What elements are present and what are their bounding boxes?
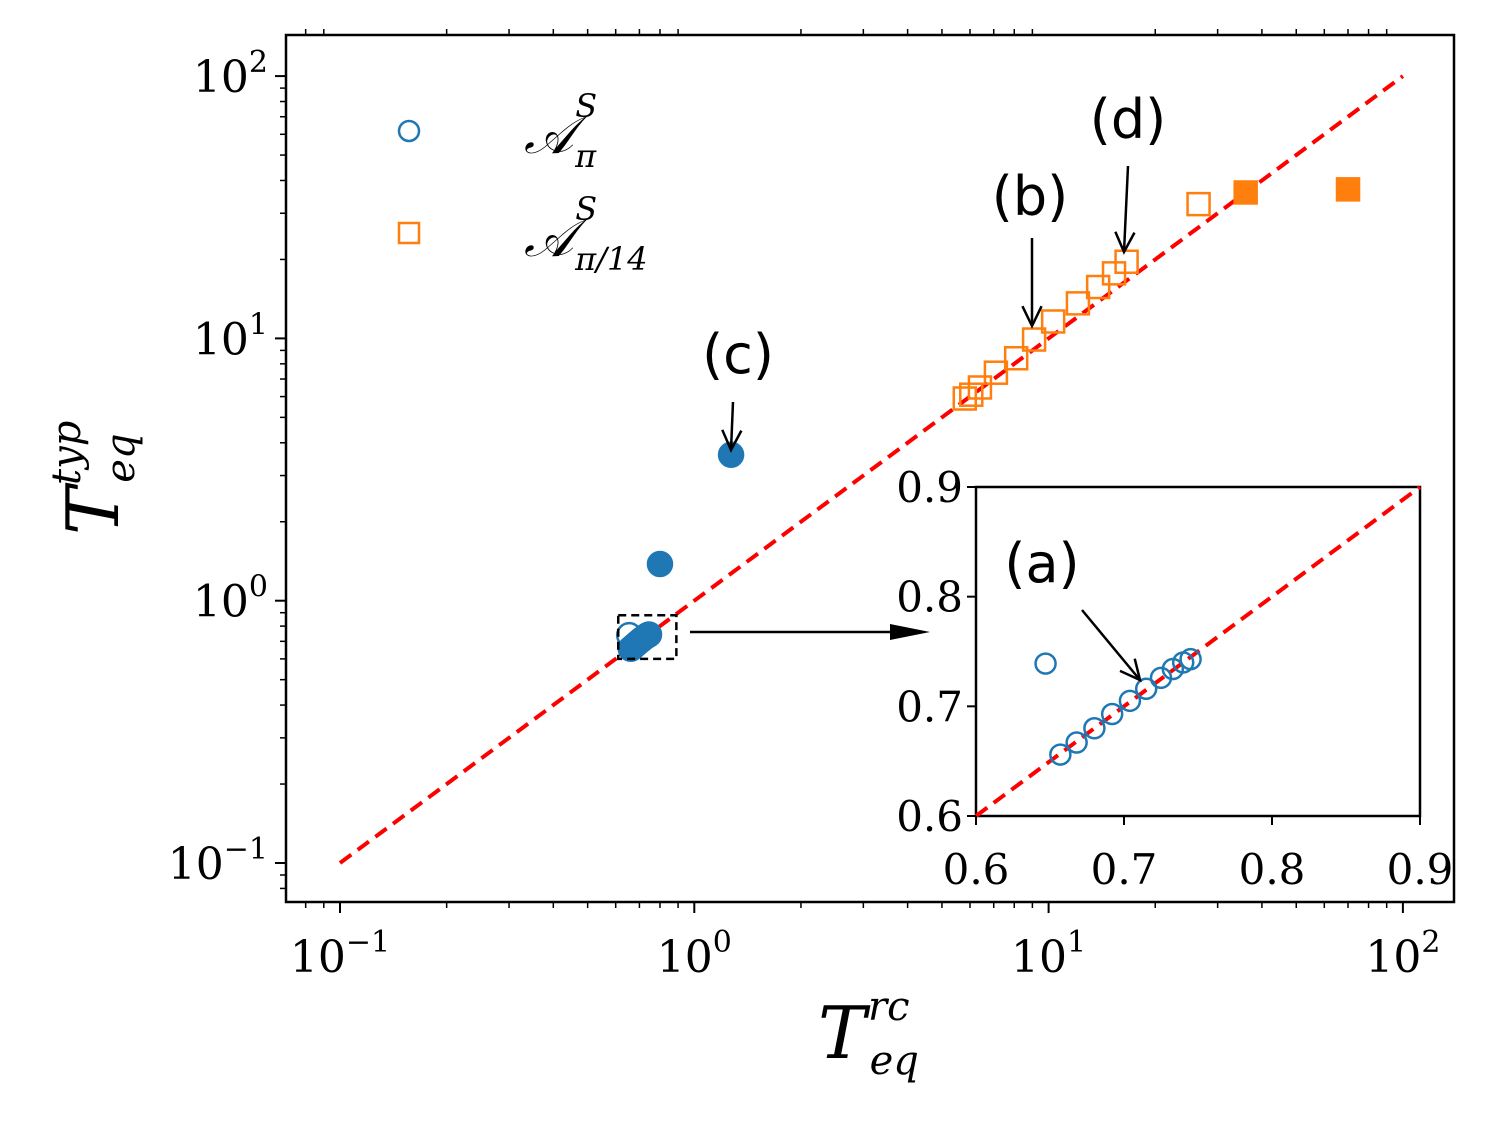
- y-tick-label: 10−1: [168, 832, 268, 890]
- inset-x-tick-label: 0.7: [1091, 845, 1158, 894]
- data-point-square: [1040, 309, 1066, 334]
- y-axis-label: Ttyp eq: [44, 421, 144, 535]
- inset-data-point: [1134, 677, 1158, 701]
- legend-label-a-pi: 𝒜S π: [524, 87, 597, 175]
- inset-x-tick-label: 0.6: [943, 845, 1010, 894]
- annotation-label: (d): [1090, 88, 1166, 151]
- inset-data-points: [1034, 647, 1202, 766]
- inset-y-tick-label: 0.7: [896, 682, 963, 731]
- annotation-label: (a): [1004, 532, 1079, 595]
- y-tick-label: 101: [193, 307, 268, 365]
- annotation-arrowhead: [1114, 231, 1136, 255]
- inset-y-tick-label: 0.8: [896, 573, 963, 622]
- inset-y-tick-label: 0.6: [896, 792, 963, 841]
- data-point-square: [1233, 180, 1258, 205]
- annotations: (a) (b) (c) (d): [702, 88, 1166, 683]
- data-point-square: [1021, 327, 1047, 352]
- data-point-square: [1085, 274, 1111, 300]
- data-point-square: [1065, 291, 1091, 316]
- data-point-square: [1186, 191, 1211, 217]
- inset-y-tick-label: 0.9: [896, 463, 963, 512]
- inset-x-tick-label: 0.8: [1239, 845, 1306, 894]
- inset-data-point: [1100, 702, 1124, 726]
- annotation-arrow: [1081, 609, 1141, 681]
- annotation-arrowhead: [1119, 658, 1142, 683]
- x-tick-label: 10−1: [290, 925, 390, 983]
- inset-data-point: [1083, 717, 1106, 740]
- inset-data-point: [1065, 731, 1088, 754]
- inset-data-point: [1049, 743, 1072, 766]
- main-major-ticks: 10−1 100 101 102 10−1 100 101 102: [168, 45, 1441, 983]
- annotation-arrowhead: [721, 429, 743, 453]
- x-tick-label: 102: [1365, 925, 1440, 983]
- data-point-circle: [646, 550, 674, 578]
- zoom-box: [616, 614, 678, 661]
- main-plot-frame: [284, 33, 1456, 904]
- data-point-square: [967, 375, 993, 400]
- zoom-arrow: [690, 624, 930, 640]
- annotation-arrowhead: [1021, 305, 1043, 329]
- y-tick-label: 102: [193, 45, 268, 103]
- x-tick-label: 100: [657, 925, 732, 983]
- data-point-square: [959, 382, 984, 407]
- inset-data-point: [1034, 652, 1057, 675]
- y-tick-label: 100: [193, 570, 268, 628]
- reference-line-y-equals-x: [338, 74, 1405, 865]
- legend-label-a-pi-14: 𝒜S π/14: [524, 190, 648, 278]
- inset-data-point: [1179, 647, 1202, 671]
- inset-plot: 0.6 0.7 0.8 0.9 0.6 0.7 0.8 0.9: [896, 463, 1453, 894]
- inset-ticks: 0.6 0.7 0.8 0.9 0.6 0.7 0.8 0.9: [896, 463, 1453, 894]
- annotation-label: (b): [992, 165, 1068, 228]
- annotation-arrow: [1122, 165, 1130, 253]
- main-minor-ticks: [280, 29, 1388, 908]
- annotation-arrow: [729, 401, 735, 451]
- x-axis-label: Trc eq: [818, 984, 919, 1084]
- inset-data-point: [1118, 689, 1142, 713]
- legend-marker-circle: [397, 119, 421, 143]
- data-point-circle: [635, 621, 663, 648]
- data-point-square: [1114, 249, 1139, 274]
- data-point-square: [1003, 346, 1029, 371]
- main-data-points: [615, 177, 1361, 662]
- legend-marker-square: [397, 221, 421, 245]
- inset-x-tick-label: 0.9: [1387, 845, 1454, 894]
- data-point-square: [983, 360, 1009, 385]
- legend: 𝒜S π 𝒜S π/14: [397, 87, 648, 278]
- data-point-square: [1335, 177, 1361, 202]
- annotation-label: (c): [702, 323, 774, 386]
- x-tick-label: 101: [1011, 925, 1086, 983]
